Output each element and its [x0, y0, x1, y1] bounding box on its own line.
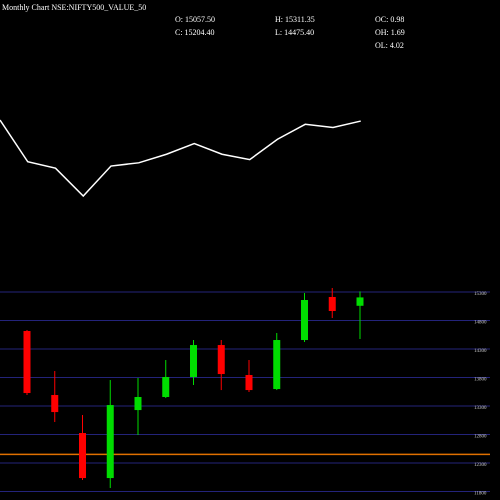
ohlc-info: C: 15204.40	[175, 28, 215, 37]
candle-body	[23, 331, 31, 394]
candle-body	[273, 340, 281, 390]
candle-body	[106, 405, 114, 479]
y-tick-label: 14300	[474, 349, 487, 354]
candle-body	[217, 345, 225, 375]
y-tick-label: 12800	[474, 435, 487, 440]
y-tick-label: 13300	[474, 406, 487, 411]
candle-body	[162, 377, 170, 398]
candle-body	[134, 397, 142, 411]
ohlc-info: H: 15311.35	[275, 15, 315, 24]
indicator-line	[0, 119, 361, 198]
y-tick-label: 11800	[474, 492, 487, 497]
y-tick-label: 14800	[474, 321, 487, 326]
ohlc-info: OH: 1.69	[375, 28, 405, 37]
candle-body	[79, 433, 86, 479]
candle-body	[301, 300, 308, 341]
ohlc-info: OC: 0.98	[375, 15, 404, 24]
y-tick-label: 12300	[474, 463, 487, 468]
ohlc-info: OL: 4.02	[375, 41, 404, 50]
candle-body	[190, 345, 197, 378]
candle-body	[328, 296, 336, 312]
y-tick-label: 15300	[474, 292, 487, 297]
candle-body	[356, 297, 364, 306]
ohlc-info: O: 15057.50	[175, 15, 215, 24]
y-tick-label: 13800	[474, 378, 487, 383]
chart-title: Monthly Chart NSE:NIFTY500_VALUE_50	[2, 3, 146, 12]
candle-body	[51, 395, 59, 413]
ohlc-info: L: 14475.40	[275, 28, 314, 37]
candle-body	[245, 375, 253, 391]
